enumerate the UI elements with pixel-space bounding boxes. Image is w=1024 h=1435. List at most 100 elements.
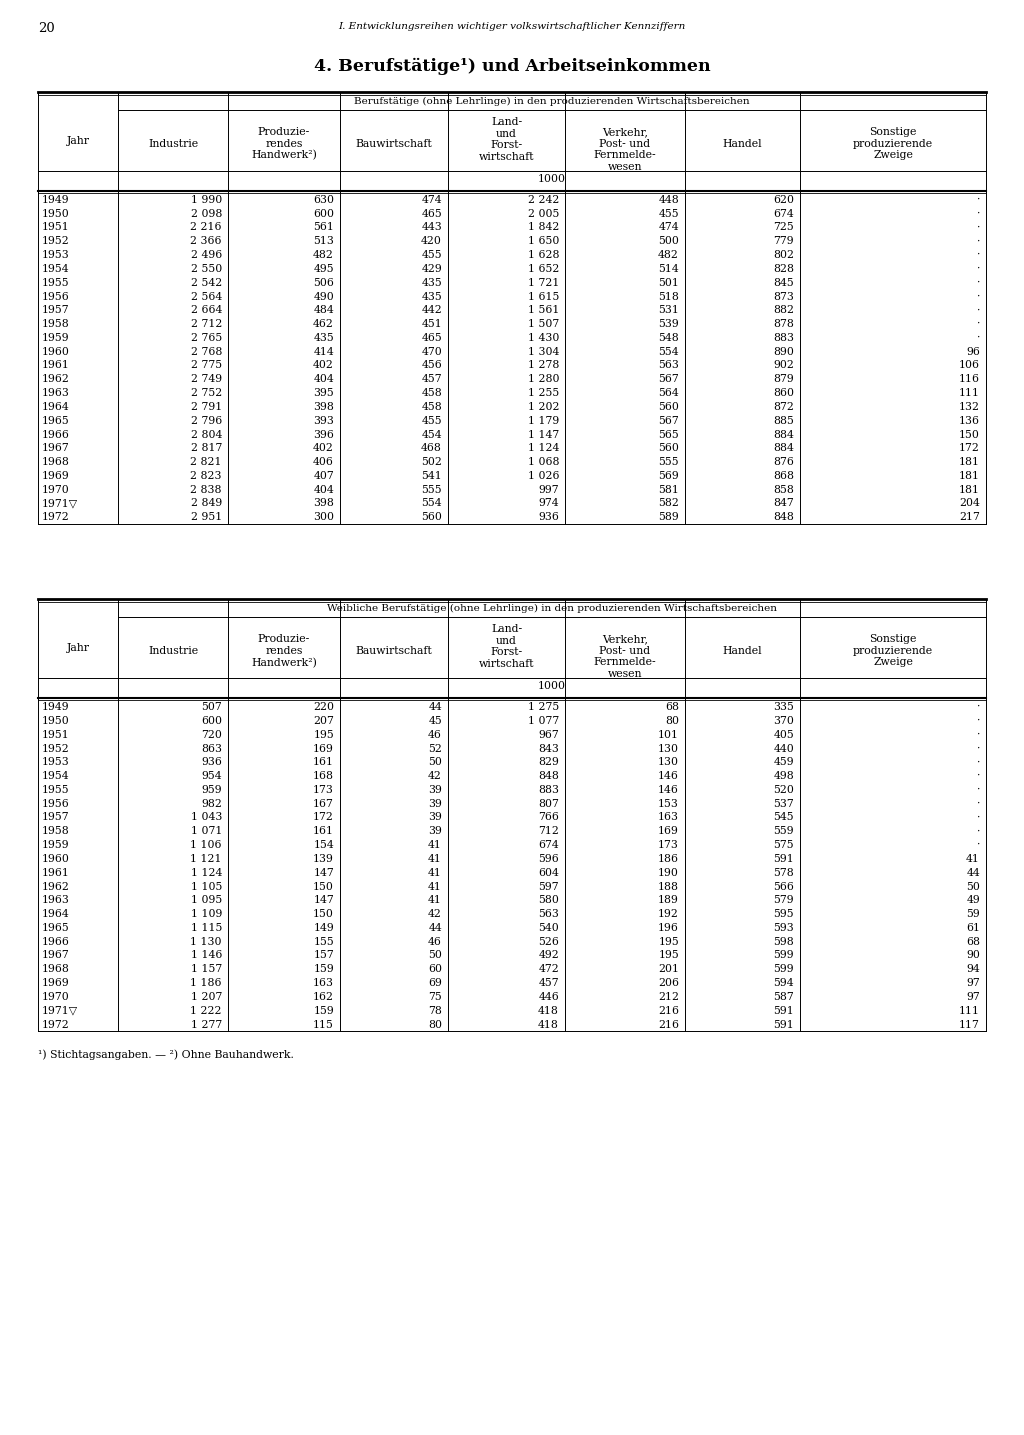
- Text: ·: ·: [977, 208, 980, 218]
- Text: 1961: 1961: [42, 360, 70, 370]
- Text: 2 749: 2 749: [190, 375, 222, 385]
- Text: 596: 596: [539, 854, 559, 864]
- Text: Verkehr,
Post- und
Fernmelde-
wesen: Verkehr, Post- und Fernmelde- wesen: [594, 128, 656, 172]
- Text: 393: 393: [313, 416, 334, 426]
- Text: 42: 42: [428, 910, 442, 918]
- Text: 1 842: 1 842: [527, 222, 559, 232]
- Text: 111: 111: [959, 1006, 980, 1016]
- Text: 1966: 1966: [42, 429, 70, 439]
- Text: 61: 61: [966, 923, 980, 933]
- Text: 41: 41: [428, 895, 442, 905]
- Text: 1967: 1967: [42, 443, 70, 453]
- Text: 216: 216: [658, 1019, 679, 1029]
- Text: 94: 94: [967, 964, 980, 974]
- Text: 598: 598: [773, 937, 794, 947]
- Text: 1952: 1952: [42, 237, 70, 247]
- Text: 1962: 1962: [42, 881, 70, 891]
- Text: 492: 492: [539, 950, 559, 960]
- Text: 1 179: 1 179: [527, 416, 559, 426]
- Text: 456: 456: [421, 360, 442, 370]
- Text: 41: 41: [428, 881, 442, 891]
- Text: 1000: 1000: [538, 174, 566, 184]
- Text: 1 277: 1 277: [190, 1019, 222, 1029]
- Text: 448: 448: [658, 195, 679, 205]
- Text: Land-
und
Forst-
wirtschaft: Land- und Forst- wirtschaft: [479, 624, 535, 669]
- Text: 559: 559: [773, 827, 794, 837]
- Text: 2 849: 2 849: [190, 498, 222, 508]
- Text: ·: ·: [977, 278, 980, 287]
- Text: 967: 967: [539, 730, 559, 739]
- Text: 68: 68: [966, 937, 980, 947]
- Text: 1959: 1959: [42, 839, 70, 850]
- Text: 883: 883: [538, 785, 559, 795]
- Text: ·: ·: [977, 306, 980, 316]
- Text: 936: 936: [539, 512, 559, 522]
- Text: 561: 561: [313, 222, 334, 232]
- Text: 459: 459: [773, 758, 794, 768]
- Text: 600: 600: [201, 716, 222, 726]
- Text: 455: 455: [421, 250, 442, 260]
- Text: 560: 560: [658, 402, 679, 412]
- Text: 188: 188: [658, 881, 679, 891]
- Text: 201: 201: [658, 964, 679, 974]
- Text: 1971▽: 1971▽: [42, 498, 78, 508]
- Text: 848: 848: [773, 512, 794, 522]
- Text: 599: 599: [773, 964, 794, 974]
- Text: 39: 39: [428, 799, 442, 809]
- Text: 1 121: 1 121: [190, 854, 222, 864]
- Text: 139: 139: [313, 854, 334, 864]
- Text: 90: 90: [966, 950, 980, 960]
- Text: 490: 490: [313, 291, 334, 301]
- Text: 514: 514: [658, 264, 679, 274]
- Text: 884: 884: [773, 443, 794, 453]
- Text: 168: 168: [313, 771, 334, 781]
- Text: 130: 130: [658, 758, 679, 768]
- Text: 766: 766: [539, 812, 559, 822]
- Text: 974: 974: [539, 498, 559, 508]
- Text: 69: 69: [428, 979, 442, 989]
- Text: 136: 136: [959, 416, 980, 426]
- Text: 20: 20: [38, 22, 54, 34]
- Text: 2 216: 2 216: [190, 222, 222, 232]
- Text: 195: 195: [658, 950, 679, 960]
- Text: 1 275: 1 275: [527, 702, 559, 712]
- Text: 520: 520: [773, 785, 794, 795]
- Text: 97: 97: [967, 992, 980, 1002]
- Text: 2 550: 2 550: [190, 264, 222, 274]
- Text: 457: 457: [539, 979, 559, 989]
- Text: 541: 541: [421, 471, 442, 481]
- Text: 1 202: 1 202: [527, 402, 559, 412]
- Text: 868: 868: [773, 471, 794, 481]
- Text: 442: 442: [421, 306, 442, 316]
- Text: 1964: 1964: [42, 402, 70, 412]
- Text: 1952: 1952: [42, 743, 70, 753]
- Text: 159: 159: [313, 1006, 334, 1016]
- Text: 60: 60: [428, 964, 442, 974]
- Text: 402: 402: [313, 443, 334, 453]
- Text: 954: 954: [202, 771, 222, 781]
- Text: 1972: 1972: [42, 1019, 70, 1029]
- Text: 779: 779: [773, 237, 794, 247]
- Text: 130: 130: [658, 743, 679, 753]
- Text: 465: 465: [421, 333, 442, 343]
- Text: 1 077: 1 077: [527, 716, 559, 726]
- Text: 600: 600: [313, 208, 334, 218]
- Text: 405: 405: [773, 730, 794, 739]
- Text: ·: ·: [977, 264, 980, 274]
- Text: 46: 46: [428, 730, 442, 739]
- Text: 575: 575: [773, 839, 794, 850]
- Text: 1 561: 1 561: [527, 306, 559, 316]
- Text: 1949: 1949: [42, 702, 70, 712]
- Text: 882: 882: [773, 306, 794, 316]
- Text: 2 768: 2 768: [190, 347, 222, 357]
- Text: 1 124: 1 124: [527, 443, 559, 453]
- Text: 189: 189: [658, 895, 679, 905]
- Text: 1 115: 1 115: [190, 923, 222, 933]
- Text: 462: 462: [313, 319, 334, 329]
- Text: 484: 484: [313, 306, 334, 316]
- Text: Weibliche Berufstätige (ohne Lehrlinge) in den produzierenden Wirtschaftsbereich: Weibliche Berufstätige (ohne Lehrlinge) …: [327, 604, 777, 613]
- Text: 1 130: 1 130: [190, 937, 222, 947]
- Text: 1959: 1959: [42, 333, 70, 343]
- Text: 1950: 1950: [42, 716, 70, 726]
- Text: 474: 474: [421, 195, 442, 205]
